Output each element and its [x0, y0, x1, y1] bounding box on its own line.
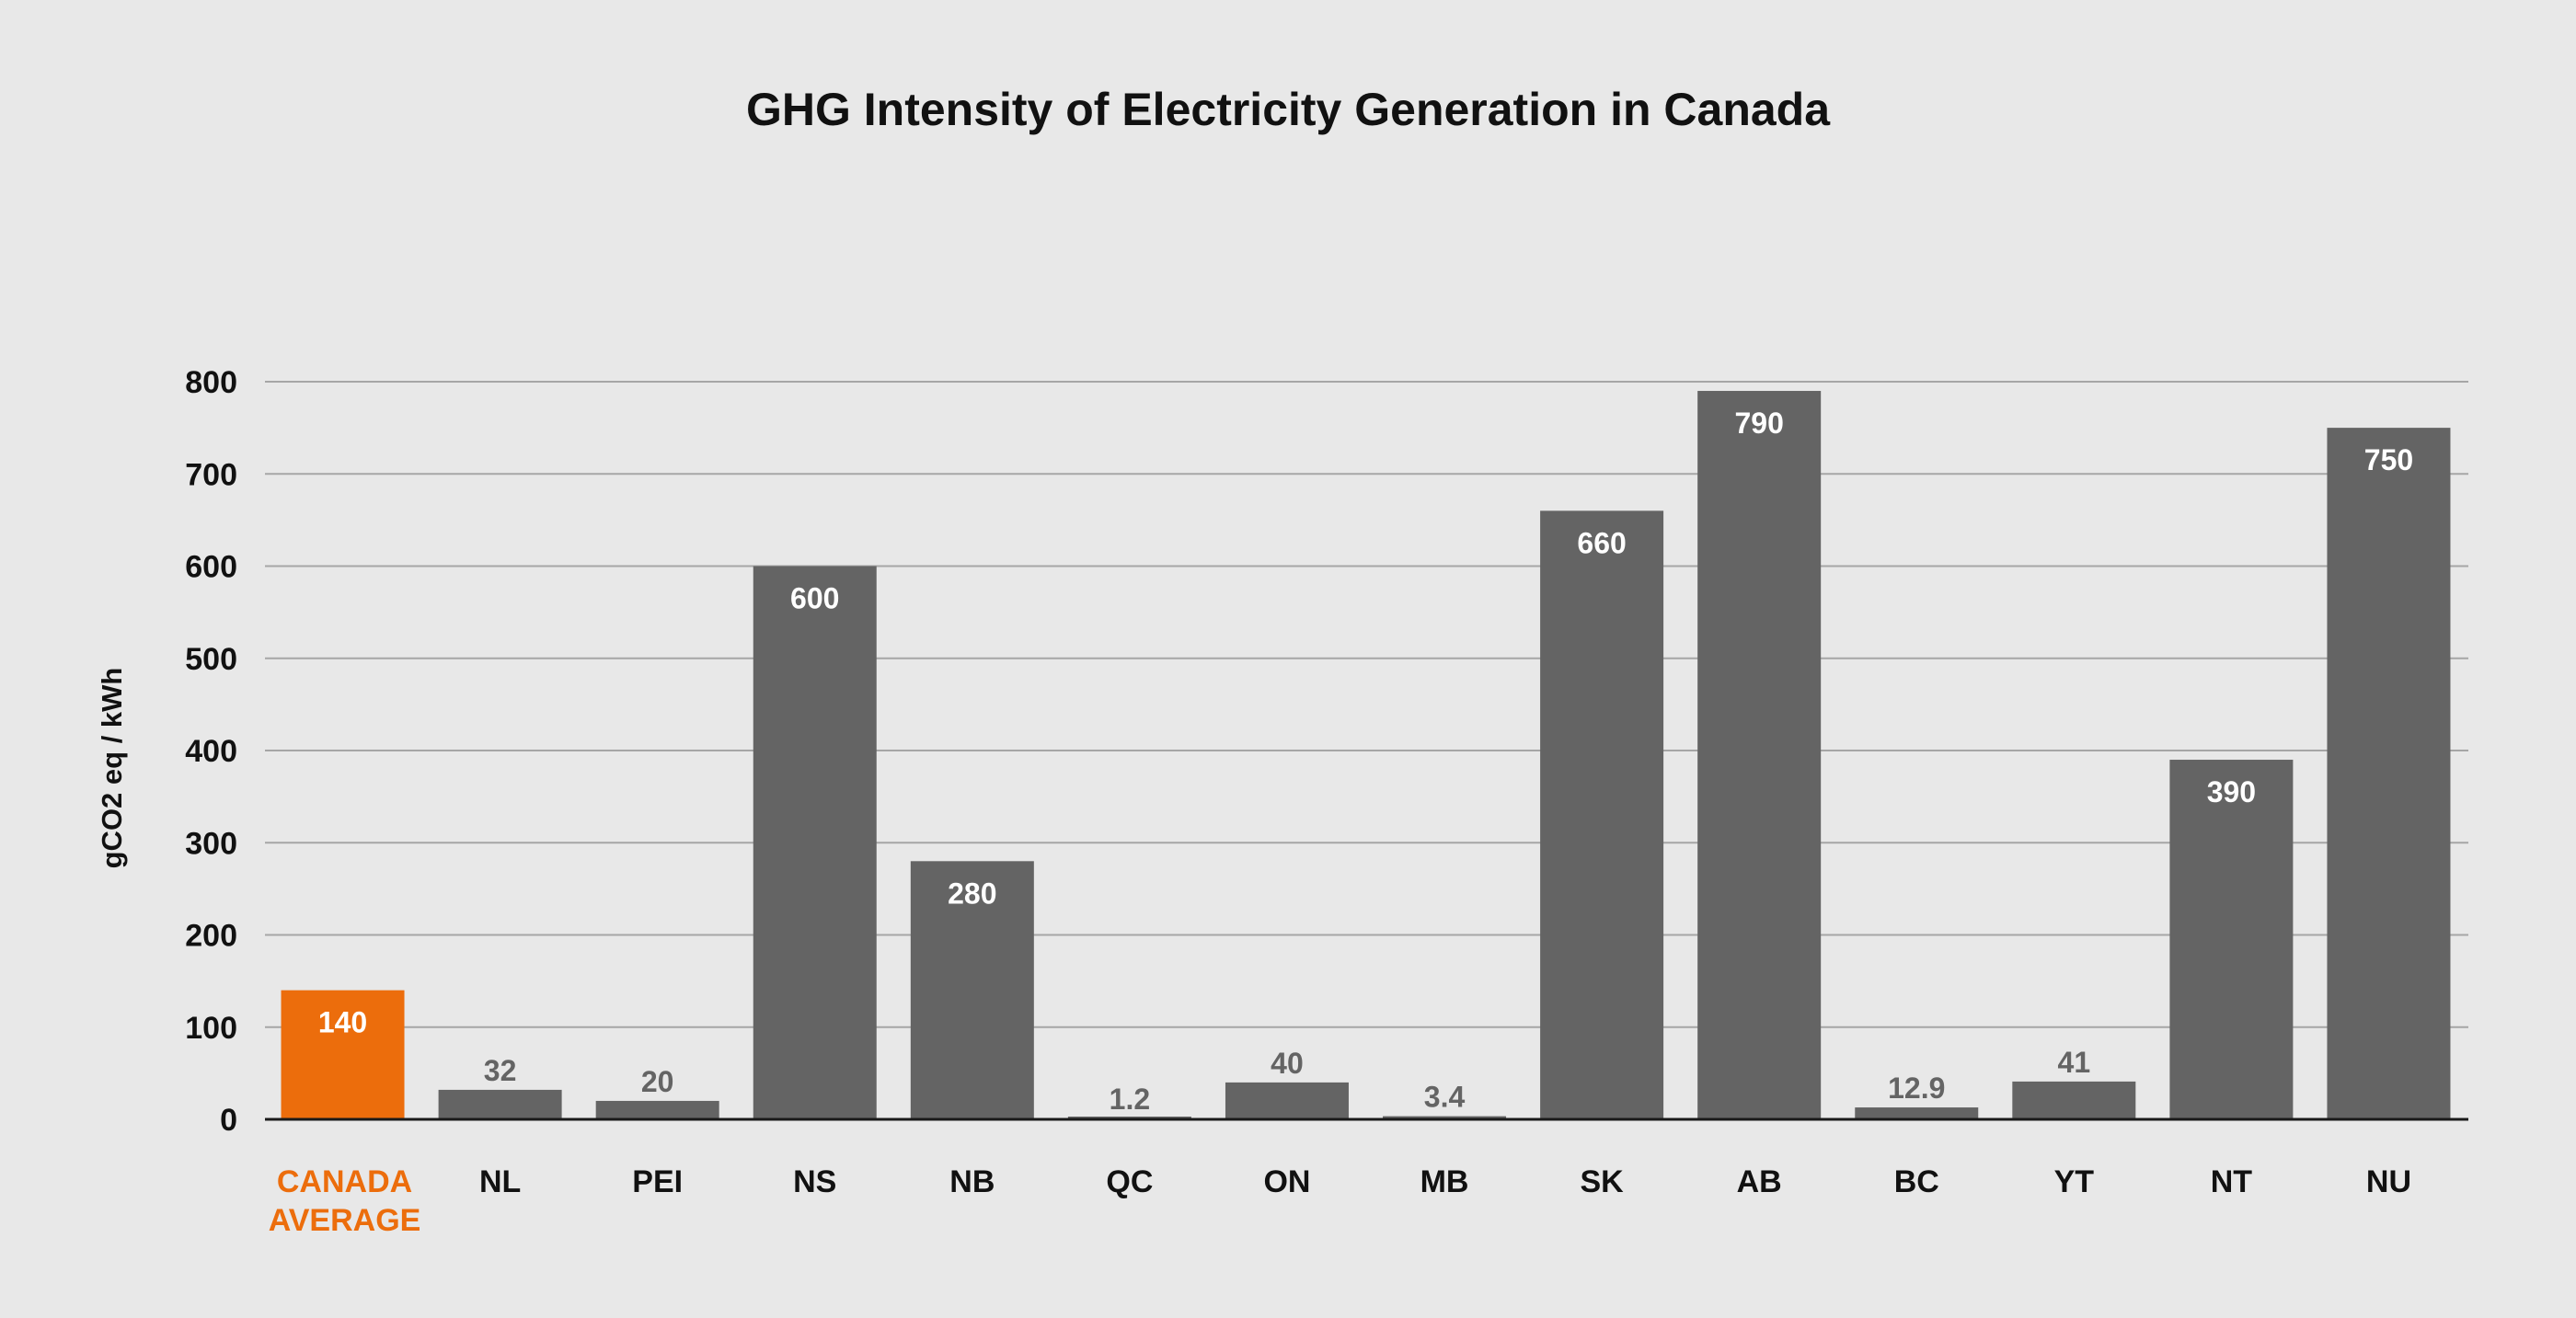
bar: [1225, 1082, 1349, 1119]
bar: [753, 566, 877, 1119]
y-tick-label: 800: [185, 365, 237, 400]
y-axis-title: gCO2 eq / kWh: [96, 668, 128, 869]
x-tick-label: QC: [1106, 1164, 1153, 1199]
data-label: 1.2: [1110, 1083, 1150, 1116]
x-tick-label: NS: [793, 1164, 836, 1199]
bar: [1540, 510, 1664, 1119]
data-label: 600: [790, 582, 839, 615]
bar: [595, 1100, 719, 1119]
data-label: 32: [484, 1054, 517, 1087]
y-tick-label: 100: [185, 1011, 237, 1046]
x-tick-label: SK: [1580, 1164, 1624, 1199]
data-label: 390: [2207, 775, 2256, 808]
gridlines: [265, 381, 2468, 1028]
x-tick-label: AVERAGE: [269, 1203, 421, 1238]
y-tick-label: 400: [185, 734, 237, 769]
data-label: 20: [641, 1065, 674, 1098]
bar: [1383, 1116, 1507, 1119]
bar: [910, 861, 1034, 1119]
data-label: 40: [1271, 1047, 1304, 1080]
data-label: 41: [2058, 1046, 2091, 1079]
x-tick-label: CANADA: [277, 1164, 412, 1199]
labels: 0 100 200 300 400 500 600 700 800 140 CANADA AVERAG…: [185, 365, 2413, 1238]
data-label: 3.4: [1424, 1081, 1466, 1114]
data-label: 140: [318, 1006, 367, 1039]
x-tick-label: BC: [1894, 1164, 1939, 1199]
x-tick-label: NL: [479, 1164, 521, 1199]
data-label: 660: [1577, 526, 1626, 559]
y-tick-label: 0: [220, 1103, 237, 1138]
x-tick-label: NU: [2366, 1164, 2411, 1199]
bars: [281, 391, 2451, 1119]
bar: [2327, 428, 2451, 1119]
bar: [2169, 760, 2294, 1119]
y-tick-label: 500: [185, 642, 237, 677]
y-tick-label: 300: [185, 826, 237, 861]
bar: [438, 1089, 562, 1119]
x-tick-label: ON: [1263, 1164, 1310, 1199]
data-label: 790: [1734, 407, 1783, 440]
bar: [1855, 1107, 1979, 1119]
bar-highlight: [281, 990, 405, 1119]
bar: [1697, 391, 1822, 1119]
data-label: 750: [2364, 443, 2413, 476]
x-tick-label: PEI: [632, 1164, 683, 1199]
x-tick-label: NB: [949, 1164, 995, 1199]
data-label: 280: [948, 877, 996, 910]
x-tick-label: NT: [2211, 1164, 2253, 1199]
chart-title: GHG Intensity of Electricity Generation …: [746, 84, 1831, 135]
data-label: 12.9: [1888, 1072, 1945, 1105]
x-tick-label: YT: [2054, 1164, 2095, 1199]
x-tick-label: MB: [1420, 1164, 1469, 1199]
y-tick-label: 600: [185, 550, 237, 585]
x-tick-label: AB: [1737, 1164, 1782, 1199]
bar: [2012, 1081, 2136, 1119]
y-tick-label: 700: [185, 457, 237, 492]
y-tick-label: 200: [185, 919, 237, 954]
